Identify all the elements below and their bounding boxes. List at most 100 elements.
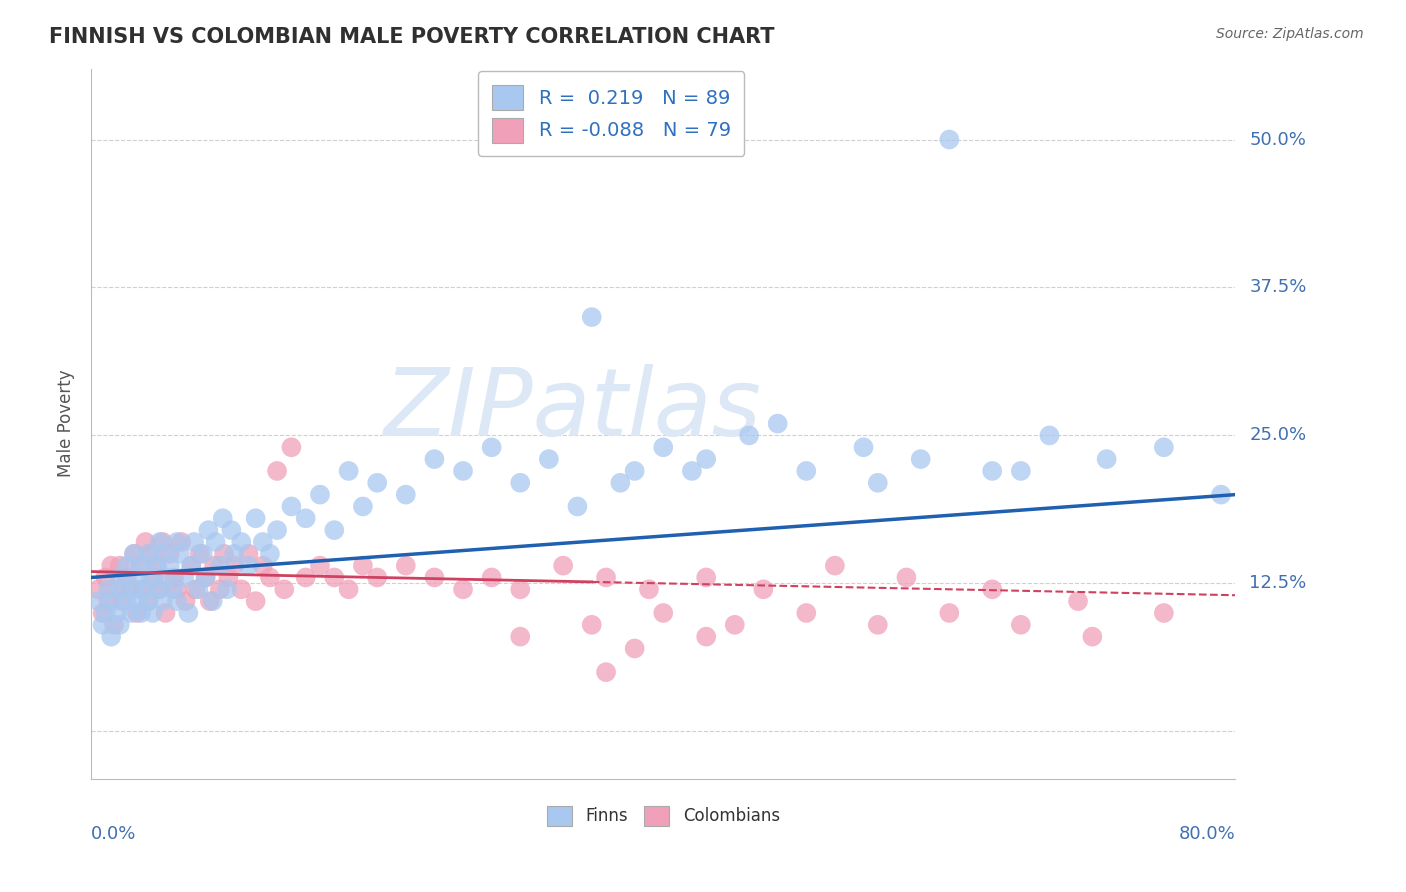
Point bbox=[159, 558, 181, 573]
Point bbox=[108, 558, 131, 573]
Point bbox=[1095, 452, 1118, 467]
Point bbox=[194, 570, 217, 584]
Point bbox=[166, 594, 188, 608]
Point bbox=[143, 570, 166, 584]
Point bbox=[105, 606, 128, 620]
Point bbox=[131, 582, 153, 597]
Point bbox=[266, 464, 288, 478]
Point bbox=[252, 558, 274, 573]
Point bbox=[221, 523, 243, 537]
Point bbox=[252, 535, 274, 549]
Point bbox=[111, 594, 134, 608]
Point bbox=[138, 594, 160, 608]
Point bbox=[138, 594, 160, 608]
Legend: Finns, Colombians: Finns, Colombians bbox=[538, 797, 789, 834]
Point bbox=[105, 582, 128, 597]
Point bbox=[238, 558, 260, 573]
Point bbox=[567, 500, 589, 514]
Point bbox=[652, 606, 675, 620]
Point bbox=[752, 582, 775, 597]
Point bbox=[1081, 630, 1104, 644]
Point bbox=[259, 547, 281, 561]
Point bbox=[115, 558, 138, 573]
Text: 37.5%: 37.5% bbox=[1250, 278, 1306, 296]
Point bbox=[115, 594, 138, 608]
Point bbox=[163, 570, 186, 584]
Point bbox=[208, 582, 231, 597]
Point bbox=[155, 570, 177, 584]
Point bbox=[152, 535, 174, 549]
Point bbox=[103, 594, 125, 608]
Point bbox=[145, 558, 167, 573]
Point bbox=[134, 535, 156, 549]
Point bbox=[166, 582, 188, 597]
Point bbox=[122, 582, 145, 597]
Text: 0.0%: 0.0% bbox=[91, 825, 136, 843]
Point bbox=[180, 558, 202, 573]
Point bbox=[208, 558, 231, 573]
Point bbox=[108, 617, 131, 632]
Point bbox=[695, 570, 717, 584]
Point bbox=[197, 523, 219, 537]
Point bbox=[451, 582, 474, 597]
Point bbox=[981, 464, 1004, 478]
Point bbox=[652, 440, 675, 454]
Point bbox=[309, 487, 332, 501]
Point bbox=[1067, 594, 1090, 608]
Point bbox=[191, 547, 214, 561]
Point bbox=[188, 547, 211, 561]
Point bbox=[128, 558, 150, 573]
Point bbox=[609, 475, 631, 490]
Point bbox=[896, 570, 918, 584]
Point bbox=[766, 417, 789, 431]
Point bbox=[173, 570, 195, 584]
Point bbox=[695, 452, 717, 467]
Point bbox=[184, 582, 207, 597]
Point bbox=[366, 570, 388, 584]
Point bbox=[738, 428, 761, 442]
Point bbox=[794, 464, 817, 478]
Point bbox=[595, 665, 617, 680]
Point bbox=[1209, 487, 1232, 501]
Point bbox=[94, 606, 117, 620]
Point bbox=[509, 582, 531, 597]
Point bbox=[245, 511, 267, 525]
Point bbox=[266, 523, 288, 537]
Point bbox=[824, 558, 846, 573]
Point bbox=[120, 606, 142, 620]
Point bbox=[103, 617, 125, 632]
Point bbox=[131, 558, 153, 573]
Point bbox=[224, 558, 246, 573]
Text: ZIPatlas: ZIPatlas bbox=[382, 364, 761, 455]
Point bbox=[537, 452, 560, 467]
Point bbox=[155, 606, 177, 620]
Point bbox=[231, 582, 253, 597]
Point bbox=[938, 132, 960, 146]
Point bbox=[174, 594, 197, 608]
Point bbox=[120, 582, 142, 597]
Point bbox=[202, 558, 225, 573]
Point bbox=[395, 487, 418, 501]
Point bbox=[125, 606, 148, 620]
Point bbox=[201, 594, 224, 608]
Point bbox=[595, 570, 617, 584]
Point bbox=[129, 606, 152, 620]
Point bbox=[100, 630, 122, 644]
Text: 80.0%: 80.0% bbox=[1178, 825, 1236, 843]
Point bbox=[395, 558, 418, 573]
Point bbox=[623, 464, 645, 478]
Point bbox=[108, 570, 131, 584]
Point bbox=[91, 606, 114, 620]
Point bbox=[212, 547, 235, 561]
Point bbox=[323, 570, 346, 584]
Point bbox=[451, 464, 474, 478]
Point bbox=[910, 452, 932, 467]
Point bbox=[141, 570, 163, 584]
Point bbox=[509, 475, 531, 490]
Point bbox=[134, 582, 156, 597]
Point bbox=[366, 475, 388, 490]
Point bbox=[148, 582, 170, 597]
Text: FINNISH VS COLOMBIAN MALE POVERTY CORRELATION CHART: FINNISH VS COLOMBIAN MALE POVERTY CORREL… bbox=[49, 27, 775, 46]
Point bbox=[309, 558, 332, 573]
Point bbox=[142, 606, 165, 620]
